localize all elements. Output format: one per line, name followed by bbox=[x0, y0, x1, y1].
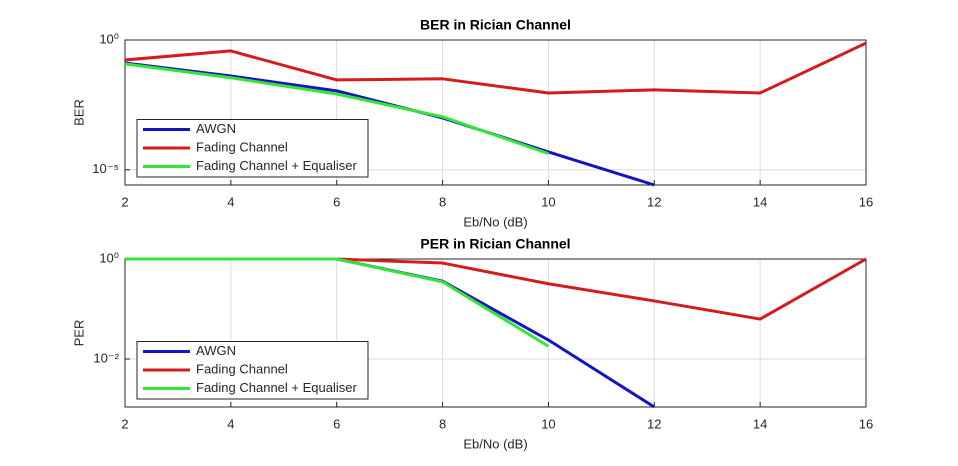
x-tick-label: 2 bbox=[121, 416, 128, 431]
x-tick-label: 2 bbox=[121, 194, 128, 209]
chart-title: PER in Rician Channel bbox=[420, 236, 570, 252]
x-tick-label: 4 bbox=[227, 194, 234, 209]
x-tick-label: 10 bbox=[541, 194, 555, 209]
chart-title: BER in Rician Channel bbox=[420, 17, 571, 33]
y-tick-label: 10⁰ bbox=[99, 250, 119, 265]
axes-box bbox=[124, 258, 867, 408]
data-line bbox=[125, 62, 549, 156]
data-line bbox=[125, 41, 866, 95]
data-line bbox=[125, 257, 550, 348]
y-tick-label: 10⁻² bbox=[93, 350, 119, 365]
legend-label: Fading Channel + Equaliser bbox=[196, 380, 357, 395]
x-tick-label: 16 bbox=[859, 416, 873, 431]
y-tick-label: 10⁰ bbox=[99, 31, 119, 46]
x-tick-label: 10 bbox=[541, 416, 555, 431]
x-tick-label: 16 bbox=[859, 194, 873, 209]
x-tick-label: 12 bbox=[647, 416, 661, 431]
x-tick-label: 12 bbox=[647, 194, 661, 209]
legend-label: Fading Channel + Equaliser bbox=[196, 158, 357, 173]
x-axis-label: Eb/No (dB) bbox=[463, 436, 527, 451]
legend-label: Fading Channel bbox=[196, 361, 288, 376]
legend-label: AWGN bbox=[196, 343, 236, 358]
axes-box bbox=[124, 39, 867, 186]
legend-label: AWGN bbox=[196, 121, 236, 136]
legend-label: Fading Channel bbox=[196, 139, 288, 154]
x-tick-label: 14 bbox=[753, 194, 767, 209]
x-tick-label: 6 bbox=[333, 416, 340, 431]
y-axis-label: BER bbox=[71, 99, 86, 126]
x-tick-label: 8 bbox=[439, 416, 446, 431]
x-tick-label: 4 bbox=[227, 416, 234, 431]
x-axis-label: Eb/No (dB) bbox=[463, 214, 527, 229]
x-tick-label: 14 bbox=[753, 416, 767, 431]
y-axis-label: PER bbox=[71, 320, 86, 347]
x-tick-label: 6 bbox=[333, 194, 340, 209]
x-tick-label: 8 bbox=[439, 194, 446, 209]
y-tick-label: 10⁻⁵ bbox=[92, 161, 119, 176]
